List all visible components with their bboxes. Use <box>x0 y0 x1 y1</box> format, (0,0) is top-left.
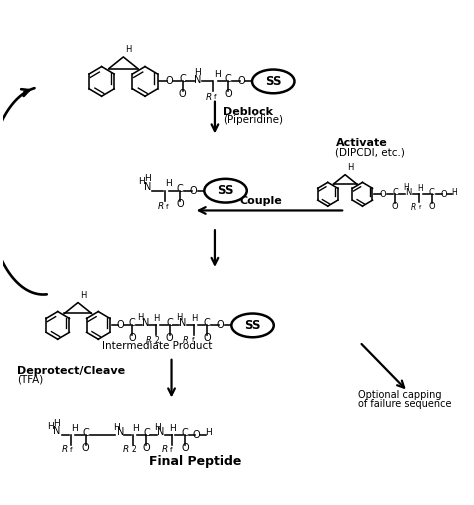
Text: N: N <box>180 319 187 328</box>
Text: H: H <box>54 419 60 428</box>
Text: O: O <box>440 190 447 199</box>
Text: H: H <box>169 424 176 433</box>
Text: R: R <box>205 93 211 102</box>
Text: f: f <box>170 447 172 453</box>
Text: f: f <box>213 94 216 100</box>
Text: (Piperidine): (Piperidine) <box>223 116 283 125</box>
Text: C: C <box>204 319 210 328</box>
Text: SS: SS <box>244 319 261 332</box>
Text: 2: 2 <box>131 445 136 455</box>
Text: Final Peptide: Final Peptide <box>149 454 242 468</box>
Text: R: R <box>162 445 168 455</box>
Text: H: H <box>80 290 86 299</box>
Text: N: N <box>406 188 412 197</box>
Text: H: H <box>132 424 139 433</box>
Text: H: H <box>194 68 201 77</box>
Text: f: f <box>192 337 194 343</box>
Text: O: O <box>217 320 225 330</box>
Text: SS: SS <box>265 75 282 88</box>
Text: Intermediate Product: Intermediate Product <box>102 341 212 351</box>
Text: R: R <box>157 202 164 211</box>
Text: R: R <box>146 336 151 345</box>
Text: O: O <box>165 76 173 86</box>
Text: of failure sequence: of failure sequence <box>358 399 451 409</box>
Text: O: O <box>379 190 386 199</box>
Text: H: H <box>176 313 182 322</box>
Text: H: H <box>165 179 172 188</box>
Text: C: C <box>143 428 150 438</box>
Text: Activate: Activate <box>336 138 387 148</box>
Text: f: f <box>70 447 73 453</box>
Text: Deprotect/Cleave: Deprotect/Cleave <box>17 366 125 376</box>
Text: H: H <box>347 163 354 172</box>
Text: O: O <box>128 333 136 343</box>
Text: O: O <box>392 201 399 211</box>
Text: SS: SS <box>217 184 234 197</box>
Text: H: H <box>71 424 78 433</box>
Text: O: O <box>143 443 150 453</box>
Text: O: O <box>190 186 198 196</box>
Text: H: H <box>47 422 55 431</box>
Text: (DIPCDl, etc.): (DIPCDl, etc.) <box>336 147 405 157</box>
Text: N: N <box>194 75 202 85</box>
Text: C: C <box>225 74 231 84</box>
Text: O: O <box>193 430 201 440</box>
Text: H: H <box>137 313 144 322</box>
Text: C: C <box>429 188 435 197</box>
Text: N: N <box>144 182 151 192</box>
Text: C: C <box>182 428 188 438</box>
Text: O: O <box>224 89 232 99</box>
Text: H: H <box>138 177 145 186</box>
Text: N: N <box>142 319 149 328</box>
Text: H: H <box>113 423 120 432</box>
Text: (TFA): (TFA) <box>17 375 44 384</box>
Text: O: O <box>176 198 184 209</box>
Text: C: C <box>82 428 89 438</box>
Text: O: O <box>181 443 189 453</box>
Text: H: H <box>191 314 198 323</box>
Text: R: R <box>183 336 189 345</box>
Text: H: H <box>153 314 159 323</box>
Text: O: O <box>428 201 435 211</box>
Text: N: N <box>53 426 61 436</box>
Text: C: C <box>166 319 173 328</box>
Text: N: N <box>117 427 124 437</box>
Text: O: O <box>82 443 90 453</box>
Text: Optional capping: Optional capping <box>358 390 441 400</box>
Text: O: O <box>179 89 186 99</box>
Text: C: C <box>128 319 136 328</box>
Text: O: O <box>166 333 173 343</box>
Text: f: f <box>419 205 421 210</box>
Text: H: H <box>403 183 409 192</box>
Text: C: C <box>177 184 183 194</box>
Text: H: H <box>451 188 457 197</box>
Text: H: H <box>144 174 151 183</box>
Text: 2: 2 <box>154 336 159 345</box>
Text: R: R <box>62 445 68 455</box>
Text: H: H <box>214 70 221 79</box>
Text: C: C <box>179 74 186 84</box>
Text: R: R <box>123 445 129 455</box>
Text: H: H <box>205 428 211 437</box>
Text: R: R <box>411 203 417 212</box>
Text: O: O <box>117 320 124 330</box>
Text: H: H <box>154 423 160 432</box>
Text: O: O <box>203 333 211 343</box>
Text: H: H <box>125 45 132 54</box>
Text: f: f <box>166 204 168 210</box>
Text: O: O <box>237 76 245 86</box>
Text: Couple: Couple <box>240 195 283 206</box>
Text: Deblock: Deblock <box>223 107 273 117</box>
Text: N: N <box>157 427 164 437</box>
Text: H: H <box>418 184 423 193</box>
Text: C: C <box>392 188 398 197</box>
